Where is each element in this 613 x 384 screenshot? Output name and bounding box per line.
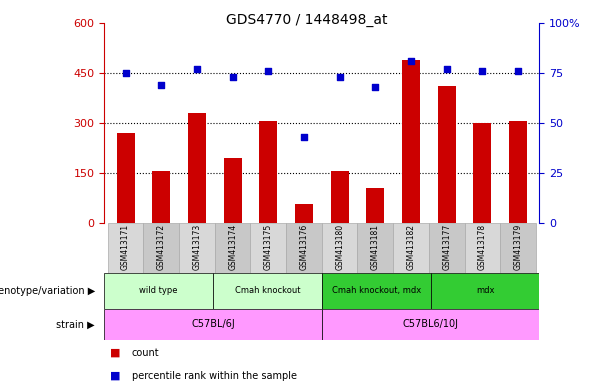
Text: ■: ■ (110, 348, 121, 358)
Point (192, 66, 202, 72)
Point (442, 66, 452, 72)
Text: ■: ■ (110, 371, 121, 381)
Bar (286, 223, 322, 273)
Bar (431, 273, 539, 309)
Bar (108, 223, 143, 273)
Text: GSM413176: GSM413176 (300, 224, 308, 270)
Bar (473, 123, 491, 223)
Text: GSM413171: GSM413171 (121, 224, 130, 270)
Text: GSM413177: GSM413177 (442, 224, 451, 270)
Bar (251, 223, 286, 273)
Bar (259, 121, 277, 223)
Text: GSM413175: GSM413175 (264, 224, 273, 270)
Text: GSM413180: GSM413180 (335, 224, 344, 270)
Bar (429, 223, 465, 273)
Text: Cmah knockout, mdx: Cmah knockout, mdx (332, 286, 421, 295)
Bar (322, 273, 431, 309)
Bar (116, 133, 134, 223)
Point (406, 58, 416, 64)
Bar (465, 223, 500, 273)
Text: GSM413178: GSM413178 (478, 224, 487, 270)
Text: GSM413182: GSM413182 (406, 224, 416, 270)
Point (228, 74, 238, 80)
Point (121, 70, 131, 76)
Bar (104, 273, 213, 309)
Bar (153, 171, 170, 223)
Bar (188, 113, 206, 223)
Bar (509, 121, 527, 223)
Bar (104, 309, 322, 340)
Text: C57BL6/10J: C57BL6/10J (403, 319, 459, 329)
Text: genotype/variation ▶: genotype/variation ▶ (0, 286, 95, 296)
Point (335, 74, 345, 80)
Bar (367, 188, 384, 223)
Bar (500, 223, 536, 273)
Text: GDS4770 / 1448498_at: GDS4770 / 1448498_at (226, 13, 387, 27)
Text: GSM413181: GSM413181 (371, 224, 380, 270)
Bar (295, 204, 313, 223)
Bar (143, 223, 179, 273)
Point (264, 68, 273, 74)
Bar (331, 171, 349, 223)
Text: GSM413173: GSM413173 (192, 224, 202, 270)
Point (513, 68, 523, 74)
Text: Cmah knockout: Cmah knockout (235, 286, 300, 295)
Bar (179, 223, 215, 273)
Bar (215, 223, 251, 273)
Text: GSM413179: GSM413179 (514, 224, 522, 270)
Bar (393, 223, 429, 273)
Bar (322, 309, 539, 340)
Point (299, 134, 309, 140)
Bar (213, 273, 322, 309)
Text: count: count (132, 348, 159, 358)
Text: GSM413172: GSM413172 (157, 224, 166, 270)
Text: GSM413174: GSM413174 (228, 224, 237, 270)
Bar (402, 60, 420, 223)
Bar (224, 158, 242, 223)
Text: percentile rank within the sample: percentile rank within the sample (132, 371, 297, 381)
Text: C57BL/6J: C57BL/6J (191, 319, 235, 329)
Point (156, 82, 166, 88)
Bar (357, 223, 393, 273)
Point (370, 84, 380, 90)
Bar (322, 223, 357, 273)
Text: mdx: mdx (476, 286, 494, 295)
Point (478, 68, 487, 74)
Text: wild type: wild type (139, 286, 178, 295)
Text: strain ▶: strain ▶ (56, 319, 95, 329)
Bar (438, 86, 455, 223)
